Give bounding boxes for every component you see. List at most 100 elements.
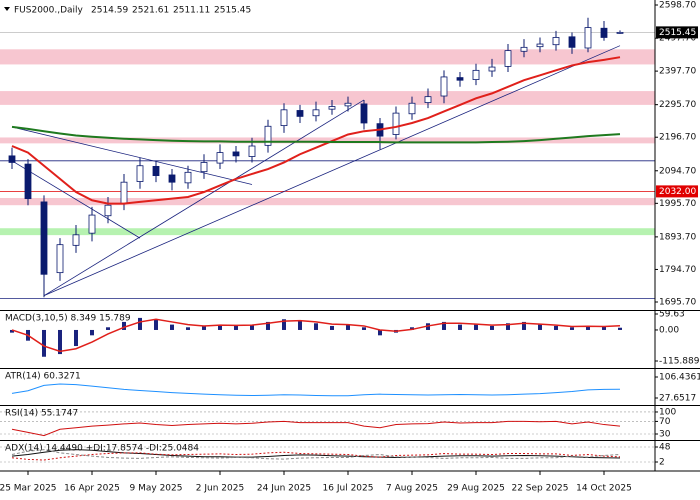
macd-bar (122, 321, 126, 330)
candle-body (72, 234, 80, 246)
candle-body (40, 201, 48, 275)
macd-bar (154, 319, 158, 330)
macd-bar (186, 327, 190, 330)
candle-body (440, 76, 448, 97)
macd-bar (106, 327, 110, 330)
trendline (11, 160, 141, 239)
header-value: 2515.45 (214, 6, 251, 16)
y-tick-label: 1695.70 (659, 298, 696, 308)
indicator-title: MACD(3,10,5) 8.349 15.789 (5, 314, 131, 324)
macd-bar (250, 324, 254, 330)
candle-body (456, 77, 464, 81)
candle-body (600, 27, 608, 38)
zone (0, 91, 655, 105)
macd-bar (458, 324, 462, 330)
x-tick-label: 29 Aug 2025 (447, 484, 505, 494)
y-tick-label: 2094.70 (659, 166, 696, 176)
y-tick-label: 48 (659, 443, 671, 453)
macd-bar (202, 325, 206, 330)
macd-bar (170, 324, 174, 330)
candle-body (488, 66, 496, 72)
macd-bar (602, 326, 606, 330)
macd-bar (42, 329, 46, 357)
y-tick-label: 1995.70 (659, 199, 696, 209)
candle-body (168, 174, 176, 183)
level-label: 2032.00 (659, 187, 696, 197)
candle-body (296, 110, 304, 117)
macd-bar (138, 317, 142, 330)
collapse-icon (4, 7, 10, 11)
y-tick-label: 1893.70 (659, 232, 696, 242)
macd-bar (298, 320, 302, 330)
x-tick-label: 2 Jun 2025 (196, 484, 244, 494)
candle-body (408, 102, 416, 115)
moving-average (11, 56, 621, 205)
candle-body (616, 31, 624, 34)
macd-bar (314, 323, 318, 330)
candle-body (360, 103, 368, 124)
macd-bar (506, 323, 510, 330)
y-tick-label: 106.4361 (659, 372, 700, 382)
macd-bar (538, 324, 542, 330)
candle-body (472, 69, 480, 80)
macd-bar (586, 325, 590, 330)
candle-body (584, 27, 592, 49)
macd-bar (218, 324, 222, 330)
y-tick-label: 2 (659, 458, 665, 468)
trendline (11, 126, 253, 185)
macd-bar (346, 324, 350, 330)
macd-bar (442, 321, 446, 330)
indicator-title: RSI(14) 55.1747 (5, 409, 78, 419)
x-tick-label: 22 Sep 2025 (511, 484, 568, 494)
macd-bar (474, 324, 478, 330)
zone (0, 49, 655, 65)
last-price-box (656, 26, 698, 39)
moving-average (11, 125, 621, 144)
y-tick-label: 2598.70 (659, 0, 696, 10)
header-value: 2511.11 (173, 6, 210, 16)
macd-bar (266, 321, 270, 330)
macd-bar (570, 327, 574, 330)
level-label-box (656, 185, 698, 198)
y-tick-label: 2397.70 (659, 67, 696, 77)
candle-body (88, 214, 96, 234)
candle-body (520, 46, 528, 52)
candle-body (152, 165, 160, 177)
trendline (43, 45, 621, 297)
indicator-line (11, 451, 621, 461)
macd-bar (10, 329, 14, 333)
candle-body (248, 145, 256, 157)
candle-body (536, 43, 544, 48)
x-tick-label: 16 Apr 2025 (64, 484, 120, 494)
candle-body (8, 155, 16, 163)
last-price-label: 2515.45 (659, 28, 696, 38)
y-tick-label: 100 (659, 407, 676, 417)
y-tick-label: 59.63 (659, 309, 685, 319)
candle-body (56, 244, 64, 274)
candle-body (392, 112, 400, 135)
x-tick-label: 9 May 2025 (130, 484, 183, 494)
y-tick-label: 1794.70 (659, 265, 696, 275)
macd-bar (490, 325, 494, 330)
x-tick-label: 24 Jun 2025 (257, 484, 311, 494)
macd-bar (378, 329, 382, 336)
candle-body (424, 96, 432, 103)
macd-bar (330, 325, 334, 330)
y-tick-label: 70 (659, 417, 671, 427)
chart-title: FUS2000.,Daily (14, 6, 84, 16)
y-tick-label: -115.889 (659, 357, 700, 367)
candle-body (568, 36, 576, 48)
candle-body (312, 109, 320, 117)
y-tick-label: 2295.70 (659, 100, 696, 110)
zone (0, 197, 655, 206)
x-tick-label: 7 Aug 2025 (386, 484, 438, 494)
header-value: 2521.61 (132, 6, 169, 16)
x-tick-label: 14 Oct 2025 (576, 484, 632, 494)
header-value: 2514.59 (91, 6, 128, 16)
y-tick-label: 30 (659, 429, 671, 439)
zone (0, 228, 655, 236)
indicator-title: ATR(14) 60.3271 (5, 372, 81, 382)
